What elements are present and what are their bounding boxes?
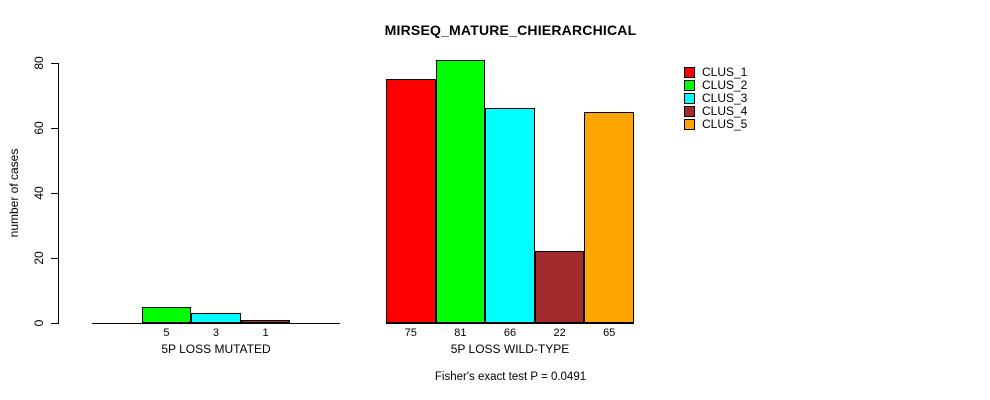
legend-swatch-icon: [684, 119, 695, 130]
y-tick-label: 80: [32, 56, 46, 70]
bar-value-label: 5: [163, 327, 170, 339]
legend-label: CLUS_5: [702, 117, 748, 131]
legend-swatch-icon: [684, 106, 695, 117]
legend-item: CLUS_5: [684, 118, 747, 131]
legend-item: CLUS_3: [684, 92, 747, 105]
chart-title: MIRSEQ_MATURE_CHIERARCHICAL: [384, 22, 637, 38]
legend-label: CLUS_2: [702, 78, 748, 92]
x-group-label: 5P LOSS WILD-TYPE: [450, 342, 570, 356]
y-axis-tick: [51, 258, 58, 259]
x-axis-baseline: [386, 323, 634, 324]
y-axis-line: [58, 63, 59, 324]
bar-value-label: 3: [212, 327, 220, 339]
y-axis-tick: [51, 128, 58, 129]
legend-swatch-icon: [684, 80, 695, 91]
bar-value-label: 65: [603, 327, 616, 339]
y-tick-label: 60: [32, 121, 46, 135]
y-tick-label: 0: [32, 319, 46, 327]
y-tick-label: 20: [32, 251, 46, 265]
x-axis-baseline: [92, 323, 340, 324]
y-axis-tick: [51, 193, 58, 194]
legend-item: CLUS_2: [684, 79, 747, 92]
y-tick-label: 40: [32, 186, 46, 200]
bar-clus_1-wildtype: [386, 79, 436, 323]
bar-clus_2-mutated: [141, 307, 192, 323]
legend-label: CLUS_3: [702, 91, 748, 105]
bar-value-label: 1: [262, 327, 269, 339]
bar-clus_4-wildtype: [534, 251, 585, 323]
legend-swatch-icon: [684, 93, 695, 104]
x-group-label: 5P LOSS MUTATED: [161, 342, 271, 356]
bar-clus_3-wildtype: [485, 108, 535, 323]
bar-value-label: 22: [553, 327, 566, 339]
legend-item: CLUS_1: [684, 66, 747, 79]
y-axis-tick: [51, 323, 58, 324]
bar-value-label: 75: [404, 327, 417, 339]
bar-value-label: 66: [503, 327, 517, 339]
y-axis-tick: [51, 63, 58, 64]
legend-label: CLUS_4: [702, 104, 748, 118]
legend-item: CLUS_4: [684, 105, 747, 118]
bar-clus_2-wildtype: [435, 60, 486, 323]
legend: CLUS_1 CLUS_2 CLUS_3 CLUS_4 CLUS_5: [684, 66, 747, 131]
bar-clus_4-mutated: [240, 320, 291, 323]
legend-swatch-icon: [684, 67, 695, 78]
bar-clus_3-mutated: [191, 313, 241, 323]
bar-value-label: 81: [454, 327, 467, 339]
stat-annotation: Fisher's exact test P = 0.0491: [434, 371, 587, 383]
bar-clus_5-wildtype: [584, 112, 634, 323]
legend-label: CLUS_1: [702, 65, 748, 79]
